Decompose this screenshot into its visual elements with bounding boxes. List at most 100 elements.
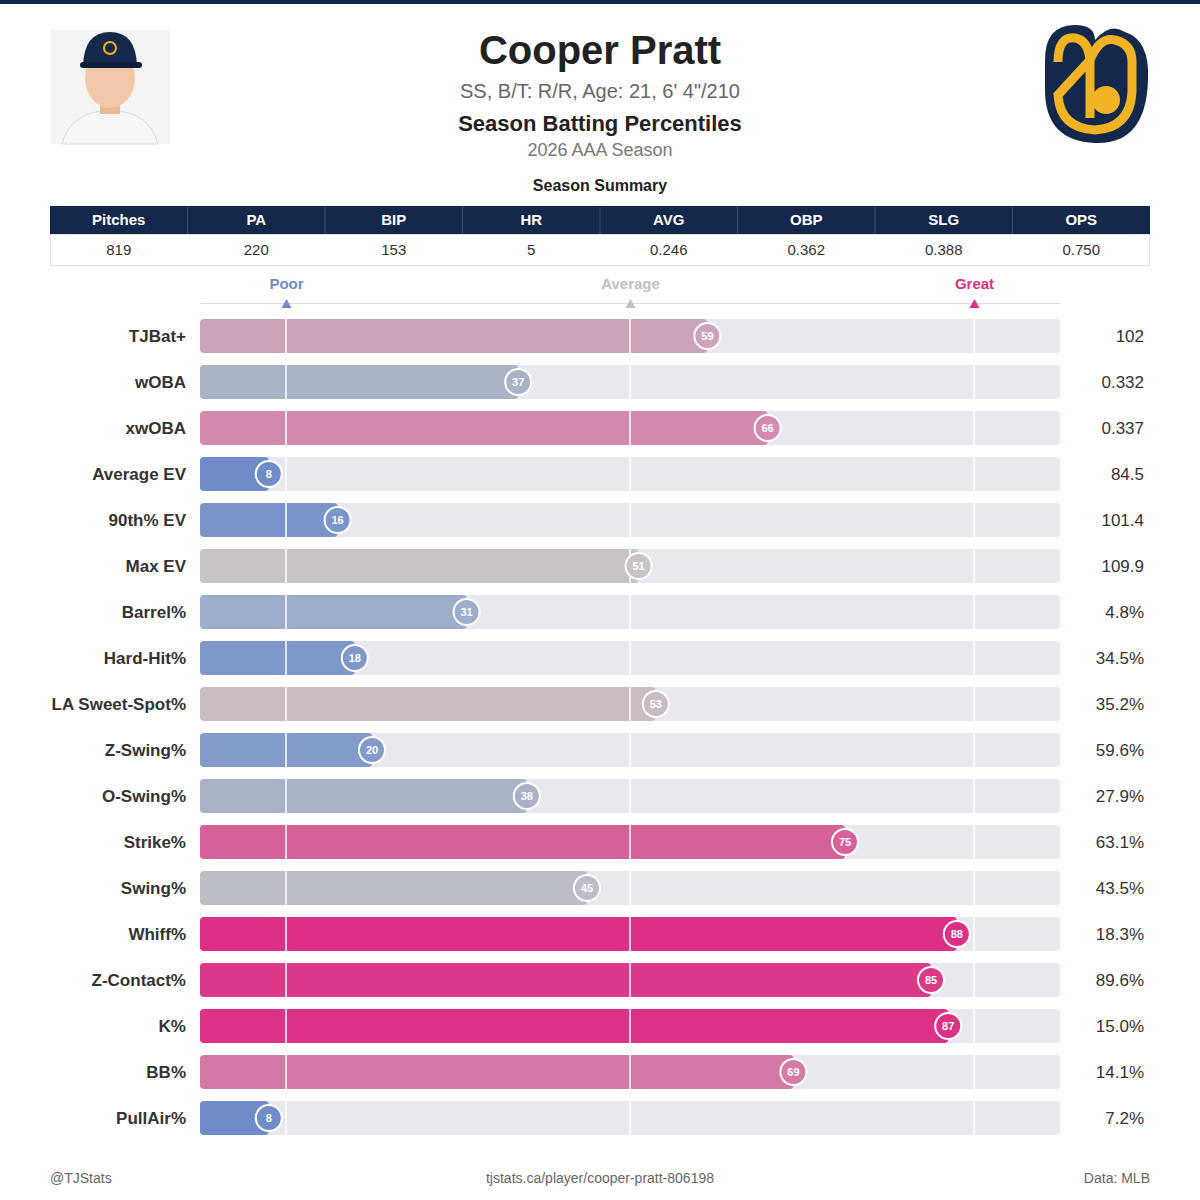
data-label: 45: [581, 882, 593, 894]
table-divider: [737, 206, 738, 234]
category-label: Z-Swing%: [105, 741, 186, 760]
tick-marker: [970, 299, 980, 308]
stat-value: 0.332: [1101, 373, 1144, 392]
data-label: 8: [266, 468, 272, 480]
tick: Average: [601, 275, 660, 308]
table-divider: [325, 206, 326, 234]
tick-label: Poor: [269, 275, 303, 292]
x-axis: Poor Average Great: [201, 275, 1061, 308]
data-label: 37: [512, 376, 524, 388]
category-label: K%: [159, 1017, 186, 1036]
stat-value: 15.0%: [1096, 1017, 1144, 1036]
logo-ball: [1092, 86, 1120, 114]
table-divider: [187, 206, 188, 234]
table-cell: 0.246: [650, 241, 688, 258]
category-label: Average EV: [92, 465, 187, 484]
bar: [200, 411, 768, 445]
headshot-brim: [80, 62, 142, 68]
table-header: AVG: [653, 211, 684, 228]
headshot-cap-logo: [104, 42, 116, 54]
category-label: BB%: [146, 1063, 186, 1082]
bar: [200, 917, 957, 951]
percentile-dot: [505, 369, 531, 395]
percentile-dot: [325, 507, 351, 533]
table-title: Season Summary: [533, 177, 667, 194]
headshot-bg: [50, 30, 170, 144]
stat-value: 7.2%: [1105, 1109, 1144, 1128]
stat-value: 18.3%: [1096, 925, 1144, 944]
category-label: Strike%: [124, 833, 186, 852]
category-label: O-Swing%: [102, 787, 186, 806]
player-name: Cooper Pratt: [479, 28, 721, 72]
stat-value: 0.337: [1101, 419, 1144, 438]
category-label: xwOBA: [126, 419, 186, 438]
table-header: Pitches: [92, 211, 145, 228]
stat-value: 59.6%: [1096, 741, 1144, 760]
grid-line: [629, 313, 631, 1141]
percentile-dot: [643, 691, 669, 717]
grid: [286, 313, 974, 1141]
percentile-dot: [694, 323, 720, 349]
bar: [200, 365, 518, 399]
stat-value: 27.9%: [1096, 787, 1144, 806]
grid-line: [285, 313, 287, 1141]
table-header-bg: [50, 206, 1150, 234]
player-info: SS, B/T: R/R, Age: 21, 6' 4"/210: [460, 80, 740, 102]
bar: [200, 319, 707, 353]
bar: [200, 503, 338, 537]
percentile-dot: [832, 829, 858, 855]
stat-value: 4.8%: [1105, 603, 1144, 622]
data-label: 18: [349, 652, 361, 664]
data-labels: 5937668165131185320387545888587698: [266, 330, 963, 1124]
bar: [200, 641, 355, 675]
bar: [200, 595, 467, 629]
category-label: wOBA: [134, 373, 186, 392]
percentile-dot: [342, 645, 368, 671]
headshot-jersey: [62, 110, 158, 144]
percentile-dot: [454, 599, 480, 625]
headshot-cap: [83, 32, 137, 66]
tick-marker: [626, 299, 636, 308]
footer-center: tjstats.ca/player/cooper-pratt-806198: [486, 1170, 714, 1186]
top-rule: [0, 0, 1200, 4]
table-header: PA: [246, 211, 266, 228]
logo-glove: [1045, 25, 1148, 143]
category-label: LA Sweet-Spot%: [52, 695, 186, 714]
category-label: PullAir%: [116, 1109, 186, 1128]
bar: [200, 871, 587, 905]
footer-left: @TJStats: [50, 1170, 112, 1186]
percentile-dot: [256, 461, 282, 487]
footer-right: Data: MLB: [1084, 1170, 1150, 1186]
stat-value: 35.2%: [1096, 695, 1144, 714]
category-label: Z-Contact%: [92, 971, 186, 990]
data-label: 87: [942, 1020, 954, 1032]
table-divider: [462, 206, 463, 234]
category-label: Swing%: [121, 879, 186, 898]
tick: Poor: [269, 275, 303, 308]
data-label: 88: [951, 928, 963, 940]
percentile-dot: [514, 783, 540, 809]
table-header: SLG: [928, 211, 959, 228]
category-label: Hard-Hit%: [104, 649, 186, 668]
data-label: 16: [331, 514, 343, 526]
data-label: 66: [761, 422, 773, 434]
tick-marker: [282, 299, 292, 308]
table-header: OPS: [1065, 211, 1097, 228]
tick-label: Great: [955, 275, 994, 292]
chart-title: Season Batting Percentiles: [458, 111, 742, 136]
percentile-dot: [944, 921, 970, 947]
stat-value: 43.5%: [1096, 879, 1144, 898]
table-row-bg: [51, 235, 1150, 266]
data-label: 8: [266, 1112, 272, 1124]
bar: [200, 687, 656, 721]
category-label: 90th% EV: [109, 511, 187, 530]
data-label: 75: [839, 836, 851, 848]
table-divider: [875, 206, 876, 234]
data-label: 31: [460, 606, 472, 618]
bar: [200, 779, 527, 813]
data-label: 53: [650, 698, 662, 710]
bar: [200, 1009, 948, 1043]
table-header: HR: [520, 211, 542, 228]
chart: Cooper Pratt SS, B/T: R/R, Age: 21, 6' 4"…: [0, 0, 1200, 1200]
table-cell: 819: [106, 241, 131, 258]
